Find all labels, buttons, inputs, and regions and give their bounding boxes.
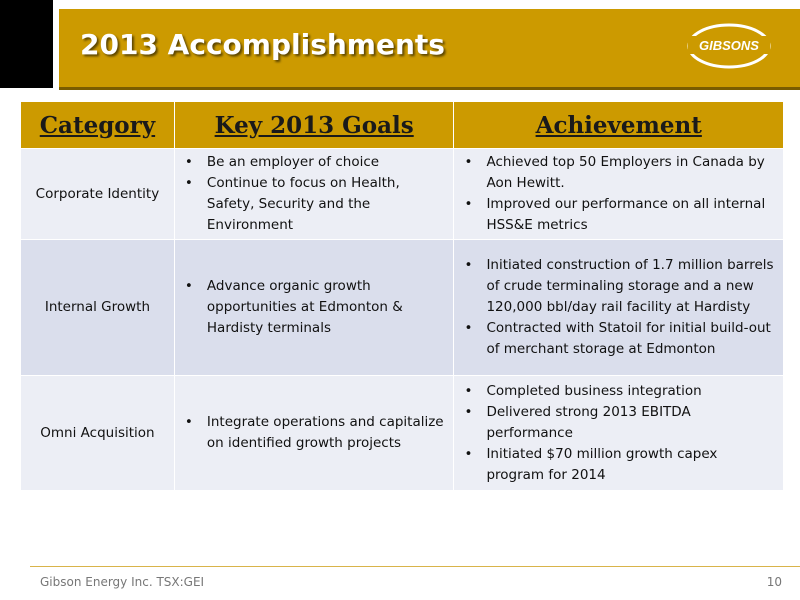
goals-cell: • Integrate operations and capitalize on …: [173, 375, 455, 491]
achievement-text: Achieved top 50 Employers in Canada by A…: [486, 154, 765, 191]
achievement-text: Completed business integration: [486, 382, 702, 399]
list-item: • Advance organic growth opportunities at…: [184, 278, 403, 336]
achievement-cell: • Completed business integration • Deliver…: [453, 375, 784, 491]
logo-text: GIBSONS: [699, 38, 759, 53]
page-title: 2013 Accomplishments: [80, 28, 445, 61]
achievement-text: Improved our performance on all internal…: [486, 196, 766, 233]
achievement-text: Initiated construction of 1.7 million ba…: [486, 257, 774, 315]
page-number: 10: [766, 575, 782, 589]
column-header-goals: Key 2013 Goals: [173, 101, 455, 149]
list-item: • Completed business integration: [464, 382, 702, 399]
gibsons-logo: GIBSONS: [687, 23, 771, 69]
goals-cell: • Be an employer of choice • Continue to f…: [173, 148, 455, 240]
header-black-block: [0, 0, 53, 88]
footer-divider: [30, 566, 800, 567]
column-header-achievement: Achievement: [453, 101, 784, 149]
header-shadow: [59, 87, 800, 90]
list-item: • Integrate operations and capitalize on …: [184, 414, 444, 451]
achievement-text: Initiated $70 million growth capex progr…: [486, 445, 718, 483]
achievement-text: Delivered strong 2013 EBITDA performance: [486, 403, 691, 441]
list-item: • Initiated construction of 1.7 million b…: [464, 257, 774, 315]
list-item: • Continue to focus on Health, Safety, Se…: [184, 175, 400, 233]
goal-text: Be an employer of choice: [206, 154, 380, 170]
achievement-text: Contracted with Statoil for initial buil…: [486, 320, 771, 357]
header-bar: [59, 9, 800, 87]
category-cell: Internal Growth: [20, 239, 175, 376]
table-header-row: Category Key 2013 Goals Achievement: [20, 101, 784, 149]
column-header-category: Category: [20, 101, 175, 149]
list-item: • Be an employer of choice: [184, 154, 380, 170]
list-item: • Improved our performance on all interna…: [464, 196, 766, 233]
list-item: • Contracted with Statoil for initial bui…: [464, 320, 771, 357]
table-row: Internal Growth • Advance organic growth …: [20, 239, 784, 376]
achievement-cell: • Achieved top 50 Employers in Canada by …: [453, 148, 784, 240]
accomplishments-table: Category Key 2013 Goals Achievement Corp…: [20, 101, 784, 491]
list-item: • Delivered strong 2013 EBITDA performanc…: [464, 403, 691, 441]
list-item: • Initiated $70 million growth capex prog…: [464, 445, 718, 483]
goal-text: Continue to focus on Health, Safety, Sec…: [206, 175, 400, 233]
goals-cell: • Advance organic growth opportunities at…: [173, 239, 455, 376]
list-item: • Achieved top 50 Employers in Canada by …: [464, 154, 765, 191]
table-row: Corporate Identity • Be an employer of ch…: [20, 148, 784, 240]
table-row: Omni Acquisition • Integrate operations a…: [20, 375, 784, 491]
category-cell: Omni Acquisition: [20, 375, 175, 491]
goal-text: Advance organic growth opportunities at …: [206, 278, 403, 336]
category-cell: Corporate Identity: [20, 148, 175, 240]
achievement-cell: • Initiated construction of 1.7 million b…: [453, 239, 784, 376]
footer-company: Gibson Energy Inc. TSX:GEI: [40, 575, 205, 589]
goal-text: Integrate operations and capitalize on i…: [206, 414, 444, 451]
